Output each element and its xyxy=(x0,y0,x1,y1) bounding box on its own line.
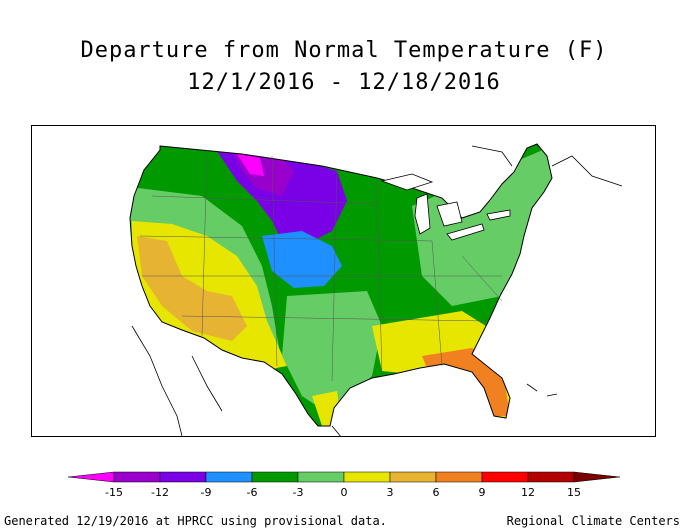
bahamas-islands xyxy=(526,383,558,397)
colorbar-tick-label: -12 xyxy=(151,486,169,499)
colorbar-tick-label: 12 xyxy=(521,486,535,499)
colorbar-swatch xyxy=(389,471,437,483)
canada-coastline xyxy=(551,155,623,187)
colorbar-tick-label: -3 xyxy=(293,486,304,499)
colorbar-tick-label: -15 xyxy=(105,486,123,499)
state-borders xyxy=(139,149,503,382)
lake-huron xyxy=(436,201,463,227)
lake-ontario xyxy=(486,209,511,221)
us-temperature-map xyxy=(129,143,623,436)
colorbar-tick-label: -6 xyxy=(247,486,258,499)
colorbar-arrow-high xyxy=(573,471,620,483)
colorbar-swatch xyxy=(527,471,575,483)
mexico-coastline xyxy=(191,355,223,412)
map-title: Departure from Normal Temperature (F) xyxy=(80,38,608,63)
hudson-coastline xyxy=(471,145,513,167)
legend-colorbar: -15 -12 -9 -6 -3 0 3 6 9 12 15 xyxy=(68,471,620,499)
colorbar-tick-label: 9 xyxy=(479,486,486,499)
colorbar-swatch xyxy=(113,471,161,483)
lake-superior xyxy=(380,173,434,191)
colorbar-arrow-low xyxy=(68,471,115,483)
map-date-range: 12/1/2016 - 12/18/2016 xyxy=(187,70,501,95)
colorbar-tick-label: 15 xyxy=(567,486,581,499)
map-frame xyxy=(31,125,656,437)
colorbar-swatch xyxy=(435,471,483,483)
colorbar-swatch xyxy=(159,471,207,483)
colorbar-swatch xyxy=(205,471,253,483)
gulf-coastline xyxy=(331,425,341,436)
temperature-fill xyxy=(130,144,552,426)
lake-michigan xyxy=(414,193,431,235)
colorbar-tick-label: 0 xyxy=(341,486,348,499)
lake-erie xyxy=(446,223,485,241)
footer-generated-note: Generated 12/19/2016 at HPRCC using prov… xyxy=(4,514,387,528)
colorbar-swatch xyxy=(297,471,345,483)
footer-source: Regional Climate Centers xyxy=(506,514,680,528)
colorbar-tick-label: 3 xyxy=(387,486,394,499)
colorbar-swatch xyxy=(251,471,299,483)
baja-coastline xyxy=(131,325,183,436)
us-outline xyxy=(129,143,553,427)
colorbar-swatch xyxy=(481,471,529,483)
colorbar-swatch xyxy=(343,471,391,483)
colorbar-tick-label: -9 xyxy=(201,486,212,499)
colorbar-tick-label: 6 xyxy=(433,486,440,499)
